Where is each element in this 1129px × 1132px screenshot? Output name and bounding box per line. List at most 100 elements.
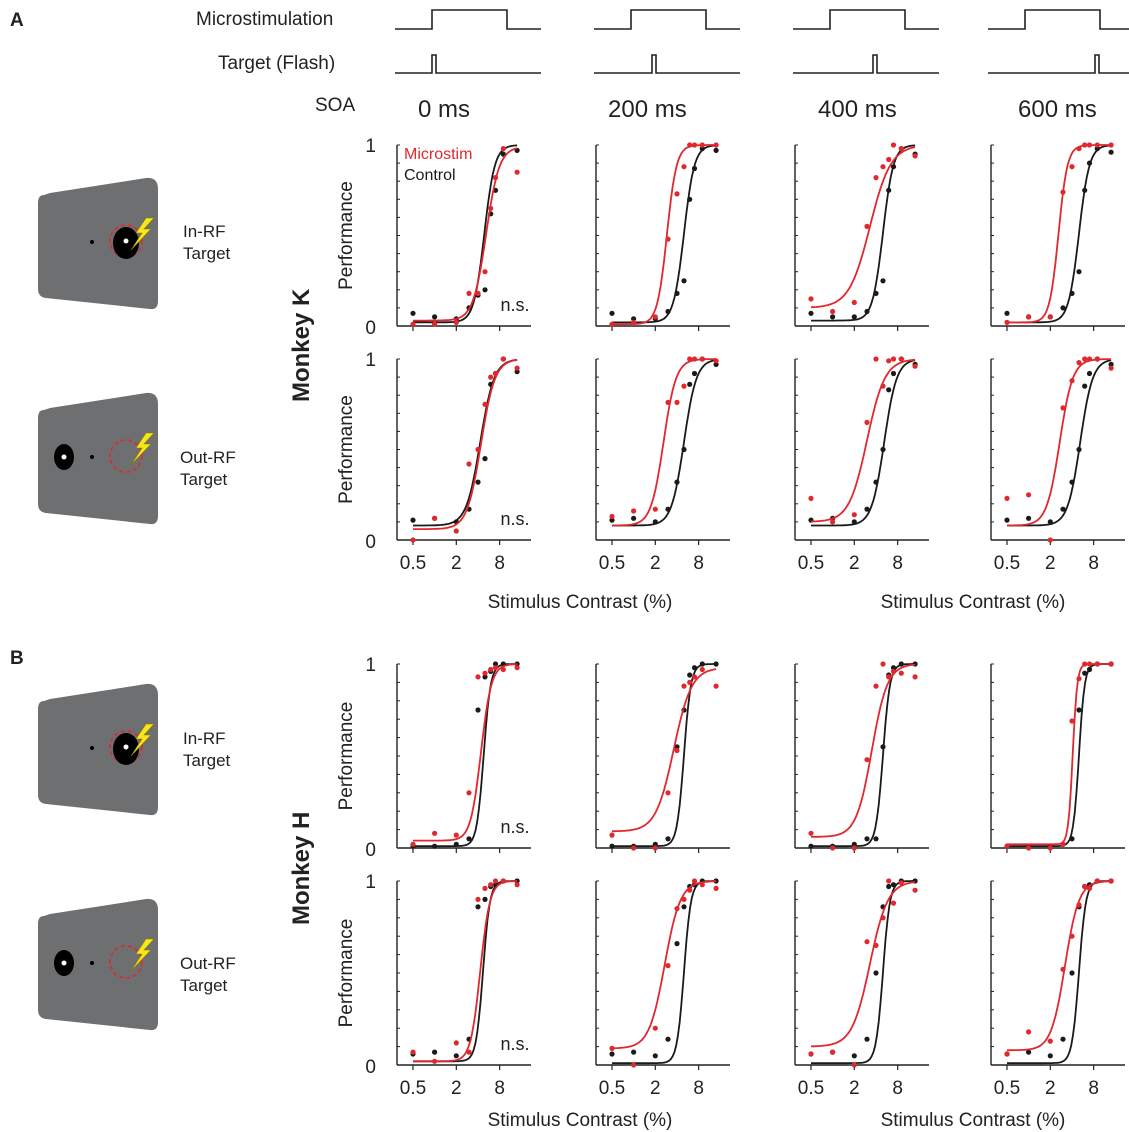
x-axis-label: Stimulus Contrast (%) [488,592,673,613]
target-flash-label: Target (Flash) [218,53,336,74]
control-data-point [864,506,870,512]
y-axis-label: Performance [336,919,357,1028]
y-tick-label: 0 [365,840,376,861]
microstim-data-point [699,882,705,888]
receptive-field-outline [109,439,143,473]
microstim-data-point [1047,314,1053,320]
x-tick-label: 0.5 [798,553,824,574]
control-data-point [453,1053,459,1059]
control-data-point [475,904,481,910]
microstim-data-point [830,519,836,525]
microstim-data-point [492,175,499,181]
control-data-point [691,370,698,377]
control-data-point [1069,970,1075,976]
microstim-data-point [609,832,615,838]
microstim-fit-curve [811,663,916,838]
x-axis-label: Stimulus Contrast (%) [488,1110,673,1131]
microstim-data-point [500,666,506,673]
control-data-point [880,278,886,284]
control-data-point [873,970,879,976]
control-data-point [674,290,680,296]
microstim-data-point [1026,492,1032,498]
microstim-data-point [1108,142,1114,148]
microstim-data-point [898,880,904,886]
microstim-data-point [864,223,870,229]
control-data-point [674,941,680,947]
microstim-data-point [1060,841,1066,847]
target-center [61,960,67,966]
control-data-point [1060,1036,1066,1042]
microstim-data-point [1060,189,1066,195]
control-data-point [898,661,904,667]
microstim-data-point [453,832,459,838]
control-data-point [864,836,870,842]
receptive-field-outline [109,945,143,979]
control-data-point [1108,361,1114,367]
control-data-point [652,1053,658,1059]
control-data-point [681,278,687,284]
control-data-point [886,387,892,393]
microstim-data-point [808,1051,814,1057]
control-data-point [432,843,438,849]
microstim-data-point [1069,933,1075,939]
microstim-data-point [609,513,615,520]
y-tick-label: 1 [365,655,376,676]
control-data-point [873,479,879,485]
control-data-point [851,314,857,320]
microstim-data-point [482,885,488,892]
control-data-point [886,187,892,193]
microstim-data-point [687,887,693,893]
control-data-point [1069,836,1075,842]
microstim-data-point [1094,142,1100,148]
microstim-data-point [912,153,918,159]
microstim-data-point [1086,661,1093,667]
microstim-fit-curve [612,144,717,326]
soa-value-400: 400 ms [818,96,897,123]
control-data-point [665,506,671,512]
panel-label-b: B [10,648,24,669]
microstim-data-point [890,142,897,148]
microstim-data-point [886,878,892,884]
control-data-point [1086,666,1093,673]
control-data-point [699,146,705,152]
microstim-data-point [898,356,904,362]
control-data-point [1082,670,1088,676]
control-data-point [681,446,687,453]
legend-microstim: Microstim [404,146,473,163]
microstim-data-point [475,896,481,903]
stimulus-screen-h-outrf [38,898,158,1031]
microstim-fit-curve [1007,880,1112,1052]
microstim-data-point [808,495,814,501]
x-tick-label: 2 [1045,553,1056,574]
microstim-data-point [1069,718,1075,724]
microstim-data-point [1076,146,1082,152]
microstim-data-point [886,358,892,364]
control-data-point [864,308,870,315]
control-data-point [475,707,481,713]
control-data-point [609,310,615,316]
microstim-data-point [482,401,488,407]
control-data-point [466,836,472,842]
target-center [61,454,67,460]
microstim-data-point [713,358,719,364]
microstim-data-point [912,363,918,369]
microstim-data-point [1004,1051,1010,1057]
control-data-point [1026,1049,1032,1055]
target-center [123,744,129,750]
microstim-data-point [851,845,857,851]
microstim-data-point [691,356,698,362]
control-data-point [631,316,637,322]
target-flash-trace [988,54,1129,74]
control-data-point [851,841,857,847]
control-data-point [482,896,488,903]
y-axis-label: Performance [336,395,357,504]
microstim-data-point [1026,845,1032,851]
ns-annotation: n.s. [500,295,529,315]
y-tick-label: 1 [365,350,376,371]
microstim-data-point [453,1040,459,1046]
stimulus-screen-k-outrf [38,392,158,525]
microstim-fit-curve [810,881,916,1048]
x-tick-label: 8 [892,553,903,574]
control-data-point [1076,446,1082,453]
microstim-data-point [1004,495,1010,501]
